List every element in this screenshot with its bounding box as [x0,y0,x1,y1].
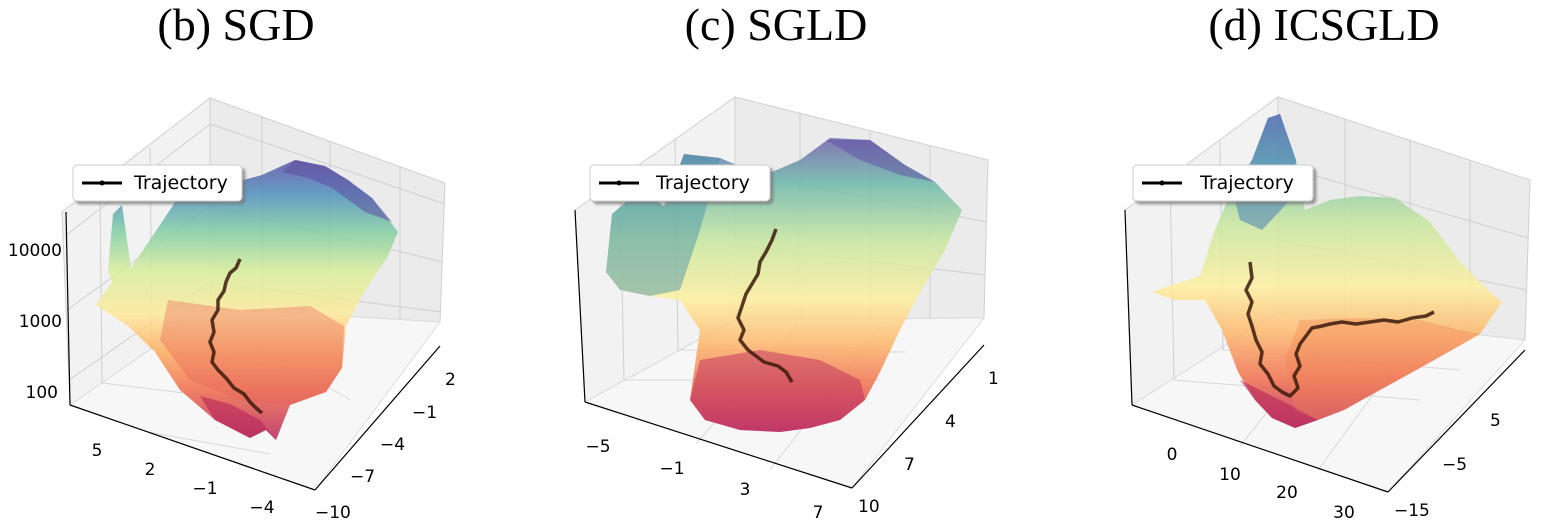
x-tick-label: 2 [145,460,156,480]
panel-title: (d) ICSGLD [1208,0,1439,50]
legend: Trajectory [72,164,243,202]
y-tick-label: −7 [350,467,375,487]
legend-marker-icon [1159,180,1165,186]
legend-marker-icon [616,180,622,186]
y-tick-label: −10 [315,503,351,523]
y-tick-label: 1 [988,369,999,389]
trajectory [208,258,264,415]
legend: Trajectory [589,164,771,202]
z-axis-ticks: 10000 1000 100 [8,241,62,403]
z-tick-label: 10000 [8,241,62,261]
z-tick-label: 100 [26,383,58,403]
legend: Trajectory [1132,164,1314,202]
left-axis-ticks: 0 10 20 30 [1167,445,1355,523]
surface [96,160,398,440]
y-tick-label: 7 [904,455,915,475]
x-tick-label: 0 [1167,445,1178,465]
y-tick-label: −15 [1394,501,1430,521]
x-tick-label: 30 [1333,503,1355,523]
left-axis-ticks: 5 2 −1 −4 [92,441,275,518]
trajectory [1244,261,1435,398]
x-tick-label: −5 [585,437,610,457]
trajectory [736,228,794,383]
legend-label: Trajectory [133,172,228,194]
right-axis-ticks: 2 −1 −4 −7 −10 [315,370,456,523]
y-tick-label: −4 [380,435,405,455]
y-tick-label: −5 [1442,455,1467,475]
legend-marker-icon [99,180,105,186]
left-axis-ticks: −5 −1 3 7 [585,437,823,523]
x-tick-label: 7 [813,503,824,523]
y-tick-label: 5 [1490,411,1501,431]
x-tick-label: −1 [659,459,684,479]
x-tick-label: 10 [1219,465,1241,485]
legend-label: Trajectory [655,172,750,194]
panel-icsgld: (d) ICSGLD [1124,0,1531,523]
panel-title: (c) SGLD [685,0,868,50]
x-tick-label: 5 [92,441,103,461]
panel-title: (b) SGD [157,0,314,50]
y-tick-label: −1 [412,403,437,423]
legend-label: Trajectory [1199,172,1294,194]
y-tick-label: 10 [858,497,880,517]
x-tick-label: 20 [1276,483,1298,503]
x-tick-label: −4 [249,498,274,518]
surface [606,138,962,432]
x-tick-label: −1 [192,479,217,499]
panel-sgld: (c) SGLD [574,0,999,523]
y-tick-label: 2 [445,370,456,390]
panel-sgd: (b) SGD [8,0,456,523]
x-tick-label: 3 [740,480,751,500]
right-axis-ticks: 1 4 7 10 [858,369,999,517]
right-axis-ticks: 5 −5 −15 [1394,411,1501,521]
y-tick-label: 4 [945,412,956,432]
z-tick-label: 1000 [19,312,62,332]
